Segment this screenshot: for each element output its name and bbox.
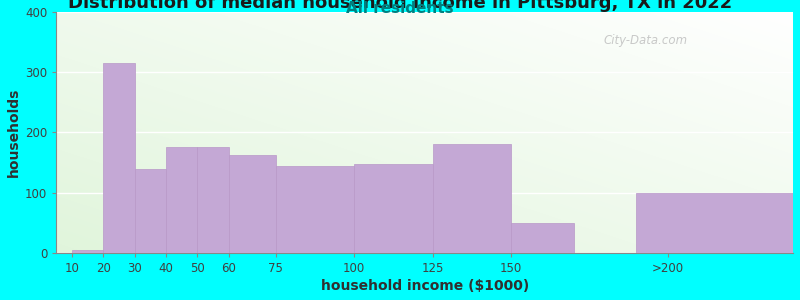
Y-axis label: households: households — [7, 88, 21, 177]
Bar — [636, 193, 793, 253]
Text: Distribution of median household income in Pittsburg, TX in 2022: Distribution of median household income … — [68, 0, 732, 12]
Text: City-Data.com: City-Data.com — [604, 34, 688, 47]
Bar — [103, 63, 134, 253]
Bar — [354, 164, 433, 253]
Bar — [433, 144, 511, 253]
Bar — [166, 148, 198, 253]
Bar — [511, 223, 574, 253]
Bar — [276, 166, 354, 253]
Bar — [229, 155, 276, 253]
Text: All residents: All residents — [346, 2, 454, 16]
Bar — [198, 148, 229, 253]
Bar — [134, 169, 166, 253]
X-axis label: household income ($1000): household income ($1000) — [321, 279, 529, 293]
Bar — [72, 250, 103, 253]
